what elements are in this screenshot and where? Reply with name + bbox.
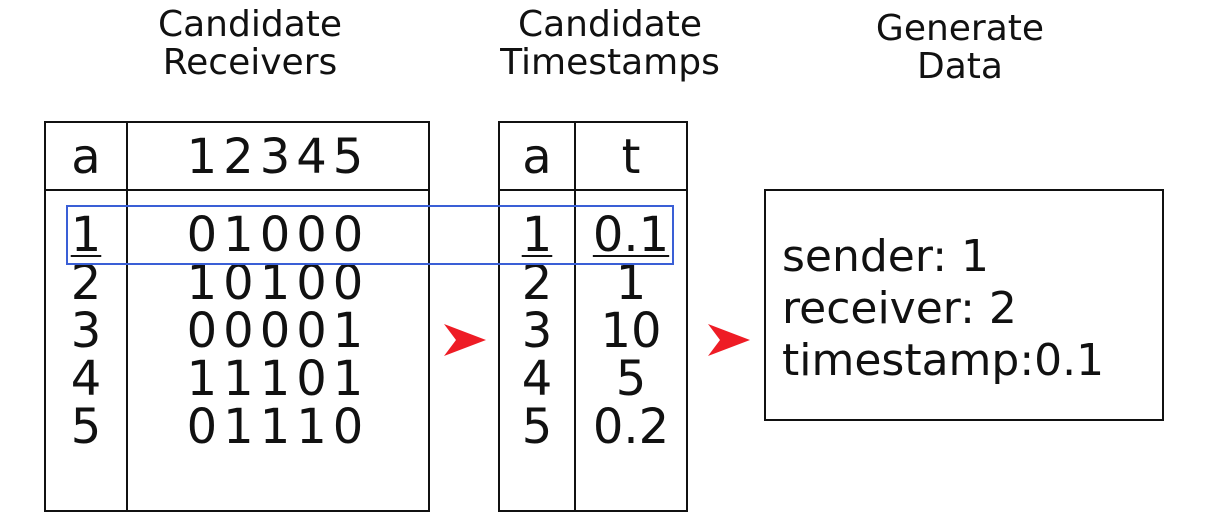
heading-candidate-timestamps: Candidate Timestamps bbox=[500, 4, 720, 83]
timestamps-row-a: 2 bbox=[521, 255, 553, 311]
receivers-header-a: a bbox=[71, 129, 101, 185]
receivers-row-a: 4 bbox=[70, 351, 102, 407]
receivers-row-bits: 10100 bbox=[186, 255, 370, 311]
output-timestamp: timestamp:0.1 bbox=[782, 335, 1105, 386]
timestamps-row-a: 4 bbox=[521, 351, 553, 407]
receivers-header-columns: 12345 bbox=[186, 129, 370, 185]
arrow-right-shape bbox=[444, 324, 486, 356]
timestamps-header-divider bbox=[500, 189, 686, 191]
receivers-row-a: 2 bbox=[70, 255, 102, 311]
timestamps-row-a: 5 bbox=[521, 399, 553, 455]
output-receiver: receiver: 2 bbox=[782, 283, 1017, 334]
timestamps-agent-column: 1 2 3 4 5 bbox=[500, 211, 574, 451]
timestamps-table: a t 1 2 3 4 5 0.1 1 10 5 0.2 bbox=[498, 121, 688, 512]
output-lines: sender: 1 receiver: 2 timestamp:0.1 bbox=[782, 231, 1104, 387]
heading-generate-data: Generate Data bbox=[875, 8, 1045, 87]
receivers-row-a: 5 bbox=[70, 399, 102, 455]
timestamps-column-divider bbox=[574, 123, 576, 510]
timestamps-header-t: t bbox=[621, 129, 641, 185]
timestamps-row-t: 10 bbox=[600, 303, 662, 359]
timestamps-row-t: 0.1 bbox=[592, 207, 670, 263]
receivers-row-a: 3 bbox=[70, 303, 102, 359]
arrow-right-icon bbox=[444, 324, 486, 356]
output-sender: sender: 1 bbox=[782, 231, 990, 282]
generated-data-box: sender: 1 receiver: 2 timestamp:0.1 bbox=[764, 189, 1164, 421]
receivers-column-divider bbox=[126, 123, 128, 510]
receivers-bits-column: 01000 10100 00001 11101 01110 bbox=[128, 211, 428, 451]
receivers-table: a 12345 1 2 3 4 5 01000 10100 00001 1110… bbox=[44, 121, 430, 512]
timestamps-row-t: 5 bbox=[615, 351, 647, 407]
receivers-row-bits: 01000 bbox=[186, 207, 370, 263]
timestamps-header-a: a bbox=[522, 129, 552, 185]
timestamps-t-column: 0.1 1 10 5 0.2 bbox=[576, 211, 686, 451]
timestamps-row-t: 1 bbox=[615, 255, 647, 311]
heading-candidate-receivers: Candidate Receivers bbox=[157, 4, 343, 83]
row-highlight-box bbox=[66, 205, 674, 265]
receivers-row-bits: 00001 bbox=[186, 303, 370, 359]
receivers-row-a: 1 bbox=[70, 207, 102, 263]
timestamps-row-t: 0.2 bbox=[592, 399, 670, 455]
receivers-row-bits: 01110 bbox=[186, 399, 370, 455]
receivers-agent-column: 1 2 3 4 5 bbox=[46, 211, 126, 451]
arrow-right-shape bbox=[708, 324, 750, 356]
timestamps-row-a: 1 bbox=[521, 207, 553, 263]
arrow-right-icon bbox=[708, 324, 750, 356]
timestamps-row-a: 3 bbox=[521, 303, 553, 359]
receivers-row-bits: 11101 bbox=[186, 351, 370, 407]
receivers-header-divider bbox=[46, 189, 428, 191]
